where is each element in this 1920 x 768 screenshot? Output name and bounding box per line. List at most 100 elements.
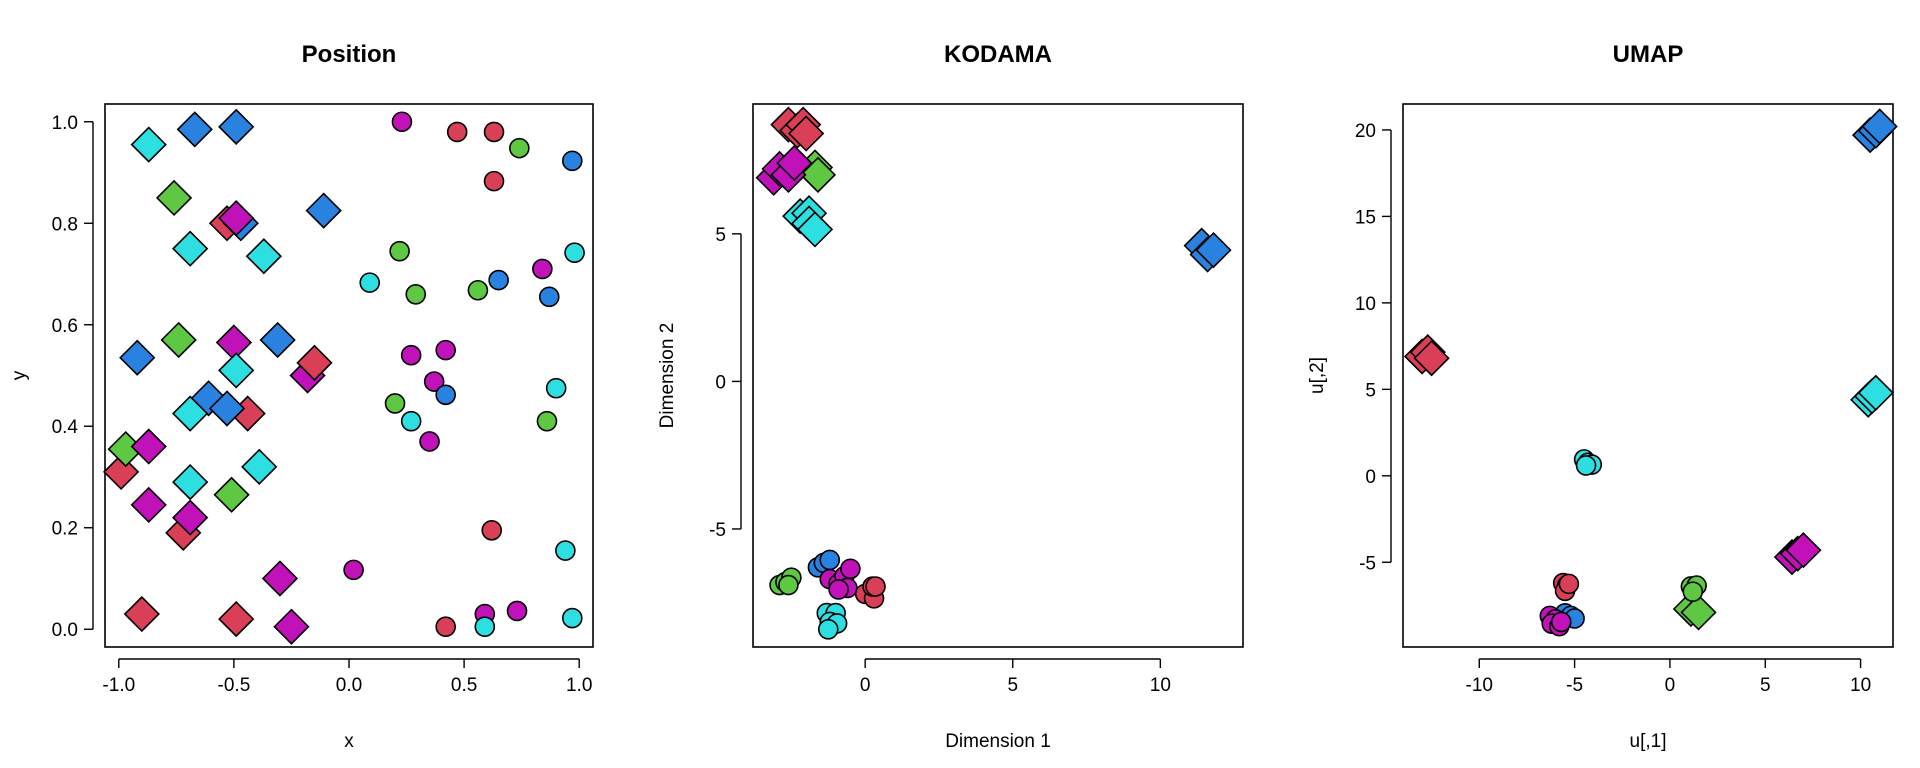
point-magenta-circle: [828, 579, 849, 600]
point-cyan-diamond: [172, 395, 209, 432]
point-green-diamond: [799, 156, 837, 193]
point-green-circle: [509, 137, 530, 159]
point-cyan-diamond: [130, 126, 167, 163]
y-tick-label: 5: [1365, 380, 1376, 401]
point-magenta-circle: [343, 559, 364, 581]
point-cyan-circle: [1575, 455, 1597, 476]
chart-title-umap: UMAP: [1613, 41, 1684, 68]
point-cyan-circle: [564, 242, 585, 263]
y-axis-kodama: -5 0 5: [709, 225, 742, 541]
point-cyan-diamond: [796, 211, 834, 248]
y-axis-position: 0.0 0.2 0.4 0.6 0.8 1.0: [52, 113, 94, 641]
point-magenta-diamond: [261, 560, 299, 597]
point-blue-diamond: [1861, 108, 1898, 145]
y-tick-label: 0.8: [52, 214, 78, 235]
point-magenta-diamond: [273, 608, 310, 645]
point-cyan-diamond: [245, 238, 282, 275]
point-magenta-diamond: [218, 200, 255, 237]
point-blue-diamond: [259, 321, 296, 359]
point-magenta-diamond: [776, 144, 813, 182]
point-cyan-diamond: [241, 448, 278, 485]
y-tick-label: 20: [1355, 121, 1376, 142]
point-red-diamond: [1413, 340, 1450, 377]
y-axis-umap: -5 0 5 10 15 20: [1355, 121, 1392, 574]
point-blue-diamond: [305, 192, 342, 229]
point-magenta-circle: [1550, 611, 1572, 633]
panel-umap: UMAP -10 -5 0 5 10 u[,1] -5 0 5 10 15 20 u[,2]: [1307, 41, 1898, 752]
x-tick-label: 10: [1850, 675, 1871, 696]
y-axis-label-umap: u[,2]: [1307, 357, 1328, 394]
point-red-circle: [435, 616, 456, 638]
x-tick-label: 1.0: [566, 675, 592, 696]
plot-frame-kodama: [752, 103, 1244, 648]
point-blue-circle: [561, 150, 583, 172]
panel-kodama: KODAMA 0 5 10 Dimension 1 -5 0 5 Dimension 2: [657, 41, 1244, 752]
point-magenta-circle: [506, 600, 528, 622]
point-magenta-circle: [391, 111, 413, 133]
x-tick-label: 0.0: [336, 675, 362, 696]
point-red-circle: [483, 121, 505, 143]
points-umap: [1403, 108, 1898, 637]
point-magenta-circle: [400, 344, 422, 366]
point-cyan-circle: [474, 616, 496, 638]
point-blue-diamond: [1195, 231, 1232, 269]
y-tick-label: -5: [709, 520, 726, 541]
point-blue-circle: [819, 549, 841, 571]
x-tick-label: 0: [860, 675, 871, 696]
point-red-circle: [483, 170, 505, 192]
y-tick-label: 1.0: [52, 113, 78, 134]
y-axis-label-kodama: Dimension 2: [657, 323, 678, 429]
point-cyan-circle: [359, 272, 381, 293]
point-green-circle: [467, 279, 489, 301]
point-cyan-circle: [400, 410, 422, 432]
y-tick-label: 15: [1355, 207, 1376, 228]
y-tick-label: 10: [1355, 294, 1376, 315]
y-axis-label-position: y: [9, 370, 30, 380]
y-tick-label: 0: [1365, 467, 1376, 488]
chart-title-kodama: KODAMA: [944, 41, 1052, 68]
y-tick-label: 5: [715, 225, 726, 246]
point-red-diamond: [296, 344, 333, 381]
point-blue-circle: [435, 384, 456, 406]
point-cyan-circle: [555, 540, 576, 561]
x-tick-label: -0.5: [218, 675, 251, 696]
panel-position: Position-1.0 -0.5 0.0 0.5 1.0x0.00.20.40.60.…: [9, 41, 594, 752]
x-tick-label: -10: [1466, 675, 1493, 696]
point-magenta-diamond: [1785, 532, 1822, 569]
y-tick-label: 0.6: [52, 316, 78, 337]
point-green-circle: [384, 393, 406, 414]
point-green-circle: [405, 284, 427, 305]
x-tick-label: -1.0: [102, 675, 135, 696]
x-tick-label: -5: [1566, 675, 1583, 696]
point-cyan-diamond: [1857, 374, 1894, 411]
x-axis-kodama: 0 5 10: [860, 658, 1171, 696]
point-red-diamond: [788, 115, 825, 152]
point-green-circle: [536, 410, 558, 432]
plot-frame-position: [104, 103, 594, 648]
y-tick-label: 0: [715, 372, 726, 393]
x-tick-label: 10: [1150, 675, 1171, 696]
x-tick-label: 0: [1665, 675, 1676, 696]
y-tick-label: 0.2: [52, 519, 78, 540]
point-red-circle: [865, 576, 886, 597]
point-blue-diamond: [218, 108, 255, 145]
point-green-diamond: [155, 179, 193, 217]
point-magenta-circle: [435, 339, 456, 361]
point-magenta-circle: [840, 558, 861, 580]
y-tick-label: 0.0: [52, 620, 78, 641]
point-blue-circle: [538, 286, 560, 308]
point-red-diamond: [123, 595, 160, 633]
x-tick-label: 0.5: [451, 675, 477, 696]
x-axis-label-kodama: Dimension 1: [945, 731, 1051, 752]
point-cyan-circle: [561, 607, 583, 629]
point-blue-diamond: [208, 390, 246, 427]
point-green-circle: [1682, 581, 1704, 602]
point-blue-diamond: [119, 339, 156, 376]
point-red-diamond: [102, 453, 140, 491]
point-red-diamond: [218, 600, 255, 638]
points-position: [102, 108, 585, 645]
point-green-circle: [389, 240, 410, 262]
point-cyan-diamond: [218, 352, 255, 389]
x-tick-label: 5: [1760, 675, 1771, 696]
